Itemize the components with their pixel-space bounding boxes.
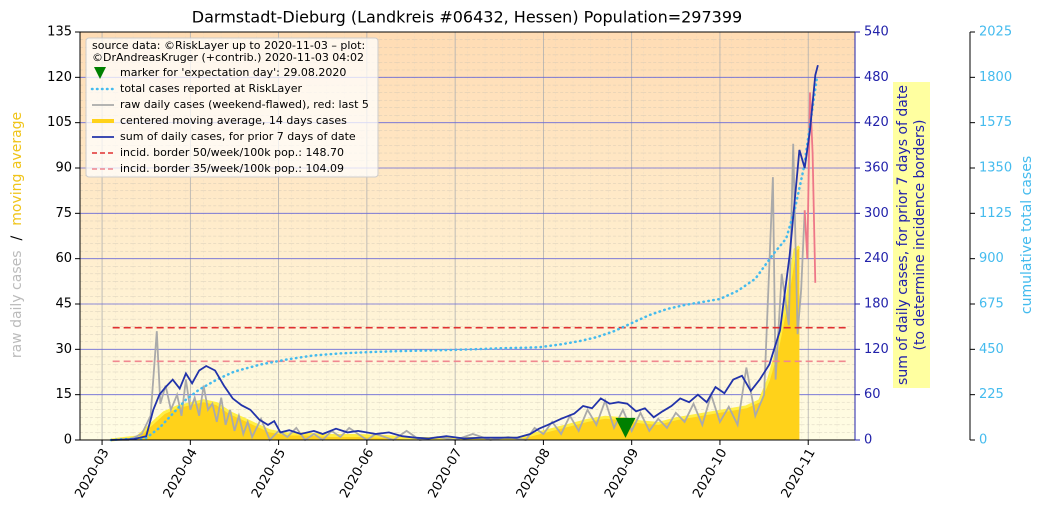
legend-label: incid. border 50/week/100k pop.: 148.70 bbox=[120, 146, 344, 159]
legend-title: source data: ©RiskLayer up to 2020-11-03… bbox=[92, 39, 365, 52]
y3-tick-label: 1350 bbox=[979, 161, 1012, 176]
y2-tick-label: 480 bbox=[864, 70, 889, 85]
y-tick-label: 75 bbox=[55, 206, 72, 221]
legend-label: raw daily cases (weekend-flawed), red: l… bbox=[120, 98, 369, 111]
x-tick-label: 2020-10 bbox=[690, 446, 730, 501]
x-tick-label: 2020-06 bbox=[337, 446, 377, 501]
y2-tick-label: 0 bbox=[864, 433, 872, 448]
y2-axis-label: (to determine incidence borders) bbox=[912, 120, 928, 351]
x-tick-label: 2020-05 bbox=[249, 446, 289, 501]
x-tick-label: 2020-11 bbox=[779, 446, 819, 501]
y2-axis-label: sum of daily cases, for prior 7 days of … bbox=[895, 85, 911, 385]
y3-tick-label: 225 bbox=[979, 387, 1004, 402]
y3-tick-label: 1800 bbox=[979, 70, 1012, 85]
y2-tick-label: 420 bbox=[864, 115, 889, 130]
y2-tick-label: 360 bbox=[864, 161, 889, 176]
legend-label: total cases reported at RiskLayer bbox=[120, 82, 303, 95]
y-tick-label: 45 bbox=[55, 297, 72, 312]
x-tick-label: 2020-04 bbox=[161, 446, 201, 501]
expectation-marker bbox=[615, 417, 636, 438]
y3-tick-label: 450 bbox=[979, 342, 1004, 357]
y2-tick-label: 180 bbox=[864, 297, 889, 312]
y2-tick-label: 540 bbox=[864, 25, 889, 40]
x-tick-label: 2020-09 bbox=[602, 446, 642, 501]
y2-tick-label: 120 bbox=[864, 342, 889, 357]
y2-label-box bbox=[893, 82, 930, 388]
area bbox=[110, 246, 800, 440]
x-tick-label: 2020-08 bbox=[514, 446, 554, 501]
y-tick-label: 30 bbox=[55, 342, 72, 357]
y-tick-label: 60 bbox=[55, 251, 72, 266]
y2-tick-label: 60 bbox=[864, 387, 881, 402]
y-tick-label: 120 bbox=[47, 70, 72, 85]
y-axis-label: raw daily cases / moving average bbox=[9, 112, 25, 358]
x-tick-label: 2020-07 bbox=[425, 446, 465, 501]
y-tick-label: 105 bbox=[47, 115, 72, 130]
line bbox=[110, 64, 819, 441]
y3-tick-label: 0 bbox=[979, 433, 987, 448]
y3-tick-label: 1575 bbox=[979, 115, 1012, 130]
y-axis-label-part: / bbox=[9, 235, 25, 240]
legend-label: centered moving average, 14 days cases bbox=[120, 114, 347, 127]
y3-tick-label: 1125 bbox=[979, 206, 1012, 221]
legend-marker bbox=[94, 67, 106, 79]
y3-axis-label: cumulative total cases bbox=[1019, 156, 1035, 314]
y3-tick-label: 2025 bbox=[979, 25, 1012, 40]
legend-label: marker for 'expectation day': 29.08.2020 bbox=[120, 66, 346, 79]
chart-title: Darmstadt-Dieburg (Landkreis #06432, Hes… bbox=[192, 8, 742, 27]
y-axis-label-part: raw daily cases bbox=[9, 250, 25, 358]
line-highlight bbox=[803, 92, 817, 283]
y-tick-label: 90 bbox=[55, 161, 72, 176]
x-tick-label: 2020-03 bbox=[72, 446, 112, 501]
y2-tick-label: 300 bbox=[864, 206, 889, 221]
y-axis-label-part: moving average bbox=[9, 112, 25, 226]
legend-box bbox=[85, 37, 379, 178]
y3-tick-label: 900 bbox=[979, 251, 1004, 266]
legend-title: ©DrAndreasKruger (+contrib.) 2020-11-03 … bbox=[92, 51, 364, 64]
legend-label: incid. border 35/week/100k pop.: 104.09 bbox=[120, 162, 344, 175]
y2-tick-label: 240 bbox=[864, 251, 889, 266]
y-tick-label: 0 bbox=[64, 433, 72, 448]
y-tick-label: 135 bbox=[47, 25, 72, 40]
y3-tick-label: 675 bbox=[979, 297, 1004, 312]
y-tick-label: 15 bbox=[55, 387, 72, 402]
legend-label: sum of daily cases, for prior 7 days of … bbox=[120, 130, 356, 143]
